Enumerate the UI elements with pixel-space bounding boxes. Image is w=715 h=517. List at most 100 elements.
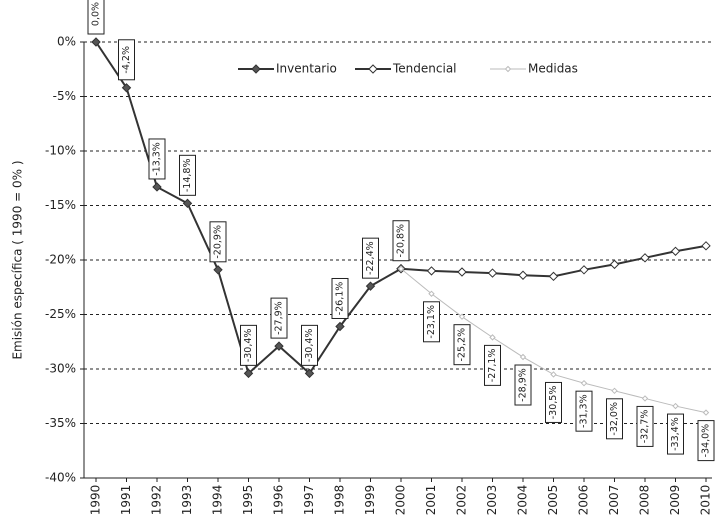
value-label: -4,2% <box>121 46 132 74</box>
marker <box>368 64 378 74</box>
label-box <box>667 413 684 455</box>
y-tick-label: -35% <box>45 416 76 430</box>
label-box <box>362 237 379 279</box>
marker <box>550 371 557 378</box>
label-box <box>148 138 166 180</box>
value-label: -27,9% <box>274 301 285 335</box>
marker <box>426 266 437 276</box>
label-box <box>270 297 288 339</box>
value-label: -27,1% <box>487 349 498 383</box>
value-label: -13,3% <box>152 142 163 176</box>
marker <box>365 281 376 291</box>
marker <box>274 341 284 351</box>
x-tick-label: 2009 <box>668 485 682 516</box>
marker <box>701 241 711 251</box>
x-tick-label: 2004 <box>516 485 530 516</box>
label-box <box>87 0 105 35</box>
value-label: -33,4% <box>670 417 681 451</box>
x-tick-label: 1996 <box>272 485 286 516</box>
marker <box>251 64 261 74</box>
marker <box>640 253 650 263</box>
marker <box>518 270 528 280</box>
marker <box>609 259 620 270</box>
marker <box>672 402 679 410</box>
marker <box>428 290 435 297</box>
label-box <box>575 390 593 432</box>
x-tick-label: 1992 <box>150 485 164 516</box>
marker <box>458 313 466 320</box>
value-label: -30,5% <box>548 386 559 420</box>
value-label: -26,1% <box>335 282 346 316</box>
label-box <box>484 344 501 386</box>
marker <box>152 182 162 192</box>
marker <box>91 37 101 47</box>
legend-label: Inventario <box>276 62 337 76</box>
label-box <box>209 221 227 263</box>
marker <box>489 334 496 341</box>
label-box <box>240 324 257 366</box>
x-tick-label: 2002 <box>455 485 469 516</box>
marker <box>182 198 193 209</box>
x-tick-label: 1999 <box>363 485 377 516</box>
marker <box>580 379 588 387</box>
marker <box>243 368 254 379</box>
value-label: -30,4% <box>243 329 254 363</box>
marker <box>519 353 527 361</box>
label-box <box>514 364 532 406</box>
value-label: -25,2% <box>457 328 468 362</box>
label-box <box>606 398 623 440</box>
x-tick-label: 1993 <box>180 485 194 516</box>
y-tick-label: -5% <box>53 89 76 103</box>
x-tick-label: 1994 <box>211 485 225 516</box>
x-tick-label: 2008 <box>638 485 652 516</box>
x-tick-label: 2010 <box>699 485 713 516</box>
value-label: -34,0% <box>701 424 712 458</box>
y-tick-label: -15% <box>45 198 76 212</box>
value-label: -22,4% <box>365 241 376 275</box>
value-label: -28,9% <box>518 368 529 402</box>
value-label: -32,0% <box>609 402 620 436</box>
marker <box>304 368 315 379</box>
marker <box>611 387 618 395</box>
label-box <box>118 39 135 81</box>
legend-label: Medidas <box>528 62 578 76</box>
y-tick-label: -40% <box>45 471 76 485</box>
x-tick-label: 1990 <box>89 485 103 516</box>
x-tick-label: 1991 <box>119 485 133 516</box>
label-box <box>179 154 196 196</box>
value-label: -23,1% <box>426 305 437 339</box>
label-box <box>392 220 410 262</box>
x-tick-label: 2001 <box>424 485 438 516</box>
marker <box>487 268 498 278</box>
x-tick-label: 1995 <box>241 485 255 516</box>
y-tick-label: -25% <box>45 307 76 321</box>
y-tick-label: -20% <box>45 253 76 267</box>
marker <box>702 409 710 416</box>
y-tick-label: -10% <box>45 144 76 158</box>
value-label: -20,8% <box>396 224 407 258</box>
label-box <box>423 301 440 343</box>
label-box <box>453 324 471 366</box>
x-tick-label: 2000 <box>394 485 408 516</box>
x-tick-label: 1997 <box>302 485 316 516</box>
marker <box>579 265 589 275</box>
value-label: -14,8% <box>182 159 193 193</box>
marker <box>548 271 559 282</box>
x-tick-label: 1998 <box>333 485 347 516</box>
x-tick-label: 2005 <box>546 485 560 516</box>
x-tick-label: 2006 <box>577 485 591 516</box>
y-axis-label: Emisión específica ( 1990 = 0% ) <box>11 160 25 359</box>
label-box <box>301 324 318 366</box>
value-label: -31,3% <box>579 394 590 428</box>
marker <box>457 267 467 277</box>
marker <box>213 265 223 275</box>
y-tick-label: 0% <box>57 35 76 49</box>
label-box <box>697 420 715 462</box>
label-box <box>636 405 654 447</box>
value-label: 0,0% <box>91 2 102 26</box>
value-label: -20,9% <box>213 225 224 259</box>
value-label: -30,4% <box>304 329 315 363</box>
series-line <box>95 41 402 376</box>
marker <box>504 65 512 73</box>
